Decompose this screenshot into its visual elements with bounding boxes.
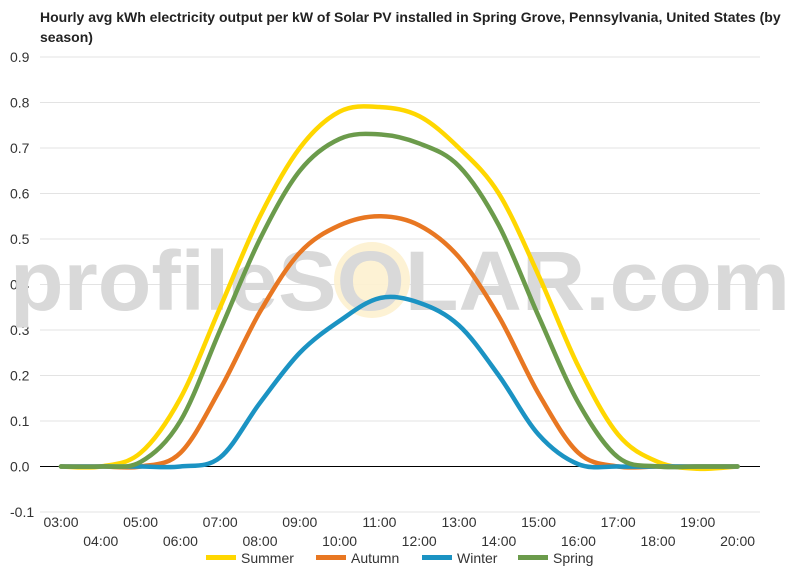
x-tick-label: 17:00 [601, 514, 636, 530]
x-tick-label: 16:00 [561, 533, 596, 549]
y-tick-label: 0.8 [10, 95, 30, 111]
y-tick-label: 0.2 [10, 368, 30, 384]
x-tick-label: 09:00 [282, 514, 317, 530]
y-tick-label: 0.1 [10, 413, 30, 429]
y-tick-label: 0.5 [10, 231, 30, 247]
x-tick-label: 03:00 [43, 514, 78, 530]
y-tick-label: 0.4 [10, 277, 30, 293]
watermark: profileSOLAR.com [10, 234, 790, 328]
watermark-text: profileSOLAR.com [10, 234, 790, 328]
x-tick-label: 05:00 [123, 514, 158, 530]
y-tick-label: 0.9 [10, 49, 30, 65]
legend-swatch-summer [206, 555, 236, 560]
x-tick-label: 15:00 [521, 514, 556, 530]
y-tick-label: 0.6 [10, 186, 30, 202]
y-axis-ticks: -0.1 0.0 0.1 0.2 0.3 0.4 0.5 0.6 0.7 0.8 0.9 [10, 49, 34, 520]
series-lines [58, 104, 740, 472]
x-tick-label: 04:00 [83, 533, 118, 549]
legend-swatch-spring [518, 555, 548, 560]
y-tick-label: 0.7 [10, 140, 30, 156]
legend: Summer Autumn Winter Spring [206, 550, 593, 566]
x-tick-label: 11:00 [362, 514, 396, 530]
x-tick-label: 10:00 [322, 533, 357, 549]
x-tick-label: 18:00 [640, 533, 675, 549]
x-tick-label: 08:00 [242, 533, 277, 549]
x-tick-label: 07:00 [203, 514, 238, 530]
x-tick-label: 20:00 [720, 533, 755, 549]
legend-label-autumn: Autumn [351, 550, 399, 566]
y-tick-label: 0.3 [10, 322, 30, 338]
series-line-summer [58, 104, 740, 472]
chart-title-line2: season) [40, 29, 93, 45]
x-tick-label: 06:00 [163, 533, 198, 549]
legend-swatch-winter [422, 555, 452, 560]
x-tick-label: 14:00 [481, 533, 516, 549]
chart-title-line1: Hourly avg kWh electricity output per kW… [40, 9, 781, 25]
y-tick-label: 0.0 [10, 459, 30, 475]
series-line-spring [58, 131, 740, 470]
x-tick-label: 12:00 [402, 533, 437, 549]
y-tick-label: -0.1 [10, 504, 34, 520]
x-tick-label: 13:00 [441, 514, 476, 530]
series-line-winter [58, 294, 740, 470]
legend-label-spring: Spring [553, 550, 593, 566]
x-tick-label: 19:00 [680, 514, 715, 530]
legend-label-winter: Winter [457, 550, 498, 566]
legend-swatch-autumn [316, 555, 346, 560]
legend-label-summer: Summer [241, 550, 294, 566]
